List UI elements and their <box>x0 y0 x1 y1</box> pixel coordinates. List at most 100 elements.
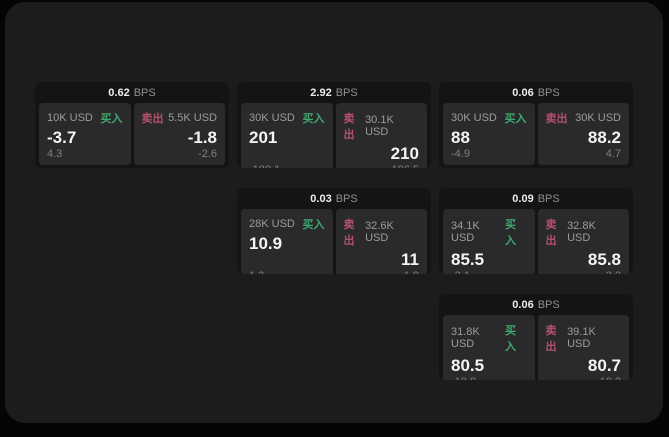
buy-amount: 30K USD <box>249 112 295 124</box>
quote-panels: 28K USD 买入 10.9 1.3 卖出 32.6K USD 11 -1.8 <box>237 209 431 274</box>
buy-panel[interactable]: 10K USD 买入 -3.7 4.3 <box>39 103 131 166</box>
sell-label: 卖出 <box>545 219 557 247</box>
buy-label: 买入 <box>100 113 123 125</box>
sell-sub-value: 196.5 <box>344 164 419 168</box>
buy-price: 201 <box>249 128 278 147</box>
sell-sub-value: -2.6 <box>198 148 217 161</box>
quote-panels: 34.1K USD 买入 85.5 -3.1 卖出 32.8K USD 85.8… <box>439 209 633 274</box>
buy-price: 88 <box>451 128 470 147</box>
sell-amount: 32.8K USD <box>567 220 596 244</box>
quote-card: 0.06 BPS 30K USD 买入 88 -4.9 卖出 30K USD 8… <box>439 82 633 168</box>
sell-price: 88.2 <box>587 128 621 147</box>
sell-panel-top: 卖出 32.6K USD <box>344 216 420 248</box>
sell-amount: 39.1K USD <box>567 326 596 350</box>
sell-amount: 30.1K USD <box>365 114 394 138</box>
buy-panel[interactable]: 34.1K USD 买入 85.5 -3.1 <box>443 209 535 274</box>
buy-label: 买入 <box>302 219 325 231</box>
bps-value: 0.06 <box>512 298 534 311</box>
buy-panel[interactable]: 28K USD 买入 10.9 1.3 <box>241 209 333 274</box>
buy-amount: 30K USD <box>451 112 497 124</box>
buy-amount: 34.1K USD <box>451 220 480 244</box>
card-header: 0.09 BPS <box>439 188 633 209</box>
buy-label: 买入 <box>302 113 325 125</box>
buy-panel[interactable]: 31.8K USD 买入 80.5 -10.8 <box>443 315 535 380</box>
buy-price: 80.5 <box>451 356 485 375</box>
sell-panel-top: 卖出 39.1K USD <box>546 322 622 354</box>
buy-panel-top: 30K USD 买入 <box>451 110 527 126</box>
bps-value: 0.06 <box>512 86 534 99</box>
buy-amount: 31.8K USD <box>451 326 480 350</box>
sell-price: -1.8 <box>187 128 217 147</box>
buy-sub-value: 4.3 <box>47 148 63 161</box>
quote-panels: 30K USD 买入 88 -4.9 卖出 30K USD 88.2 4.7 <box>439 103 633 168</box>
sell-sub-value: 10.2 <box>546 376 621 380</box>
sell-panel-top: 卖出 30K USD <box>546 110 622 126</box>
bps-unit-label: BPS <box>133 86 156 99</box>
card-header: 0.06 BPS <box>439 82 633 103</box>
card-header: 0.06 BPS <box>439 294 633 315</box>
sell-panel[interactable]: 卖出 30.1K USD 210 196.5 <box>335 103 427 168</box>
sell-label: 卖出 <box>343 113 355 141</box>
sell-amount: 5.5K USD <box>168 112 217 124</box>
buy-sub-value: -10.8 <box>451 376 527 380</box>
quote-card: 0.62 BPS 10K USD 买入 -3.7 4.3 卖出 5.5K USD… <box>35 82 229 168</box>
bps-value: 0.03 <box>310 192 332 205</box>
quote-card: 0.03 BPS 28K USD 买入 10.9 1.3 卖出 32.6K US… <box>237 188 431 274</box>
buy-price: 10.9 <box>249 234 283 253</box>
sell-panel-top: 卖出 5.5K USD <box>142 110 218 126</box>
bps-value: 0.09 <box>512 192 534 205</box>
sell-panel[interactable]: 卖出 32.6K USD 11 -1.8 <box>335 209 427 274</box>
bps-value: 2.92 <box>310 86 332 99</box>
buy-panel-top: 10K USD 买入 <box>47 110 123 126</box>
sell-label: 卖出 <box>545 325 557 353</box>
buy-amount: 10K USD <box>47 112 93 124</box>
quote-card: 2.92 BPS 30K USD 买入 201 -188.1 卖出 30.1K … <box>237 82 431 168</box>
sell-price: 85.8 <box>587 250 621 269</box>
buy-price: -3.7 <box>47 128 77 147</box>
bps-unit-label: BPS <box>537 86 560 99</box>
buy-sub-value: 1.3 <box>249 270 325 274</box>
bps-unit-label: BPS <box>537 298 560 311</box>
sell-panel[interactable]: 卖出 5.5K USD -1.8 -2.6 <box>133 103 225 166</box>
sell-sub-value: 3.0 <box>546 270 621 274</box>
buy-label: 买入 <box>504 219 516 247</box>
buy-sub-value: -4.9 <box>451 148 470 161</box>
bps-unit-label: BPS <box>537 192 560 205</box>
sell-label: 卖出 <box>141 113 164 125</box>
sell-price: 11 <box>401 250 419 269</box>
sell-panel[interactable]: 卖出 32.8K USD 85.8 3.0 <box>537 209 629 274</box>
buy-panel-top: 28K USD 买入 <box>249 216 325 232</box>
sell-panel-top: 卖出 30.1K USD <box>344 110 420 142</box>
buy-price: 85.5 <box>451 250 485 269</box>
card-header: 0.62 BPS <box>35 82 229 103</box>
buy-sub-value: -188.1 <box>249 164 325 168</box>
sell-amount: 30K USD <box>575 112 621 124</box>
quote-card: 0.06 BPS 31.8K USD 买入 80.5 -10.8 卖出 39.1… <box>439 294 633 380</box>
main-panel: 0.62 BPS 10K USD 买入 -3.7 4.3 卖出 5.5K USD… <box>5 2 663 423</box>
bps-unit-label: BPS <box>335 192 358 205</box>
quote-panels: 30K USD 买入 201 -188.1 卖出 30.1K USD 210 1… <box>237 103 431 168</box>
quote-card-grid: 0.62 BPS 10K USD 买入 -3.7 4.3 卖出 5.5K USD… <box>35 82 633 380</box>
sell-price: 80.7 <box>587 356 621 375</box>
buy-amount: 28K USD <box>249 218 295 230</box>
buy-sub-value: -3.1 <box>451 270 527 274</box>
bps-unit-label: BPS <box>335 86 358 99</box>
buy-panel-top: 34.1K USD 买入 <box>451 216 527 248</box>
card-header: 2.92 BPS <box>237 82 431 103</box>
sell-sub-value: 4.7 <box>605 148 621 161</box>
sell-label: 卖出 <box>343 219 355 247</box>
quote-panels: 31.8K USD 买入 80.5 -10.8 卖出 39.1K USD 80.… <box>439 315 633 380</box>
buy-panel[interactable]: 30K USD 买入 201 -188.1 <box>241 103 333 168</box>
buy-panel-top: 31.8K USD 买入 <box>451 322 527 354</box>
sell-price: 210 <box>390 144 419 163</box>
bps-value: 0.62 <box>108 86 130 99</box>
quote-card: 0.09 BPS 34.1K USD 买入 85.5 -3.1 卖出 32.8K… <box>439 188 633 274</box>
buy-panel[interactable]: 30K USD 买入 88 -4.9 <box>443 103 535 166</box>
card-header: 0.03 BPS <box>237 188 431 209</box>
buy-label: 买入 <box>504 325 516 353</box>
buy-label: 买入 <box>504 113 527 125</box>
sell-panel[interactable]: 卖出 39.1K USD 80.7 10.2 <box>537 315 629 380</box>
sell-panel[interactable]: 卖出 30K USD 88.2 4.7 <box>537 103 629 166</box>
quote-panels: 10K USD 买入 -3.7 4.3 卖出 5.5K USD -1.8 -2.… <box>35 103 229 168</box>
sell-amount: 32.6K USD <box>365 220 394 244</box>
